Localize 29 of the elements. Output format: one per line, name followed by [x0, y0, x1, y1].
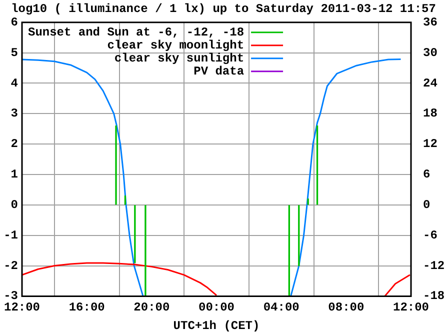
legend-label: PV data	[194, 64, 244, 78]
y-tick-label: 0	[10, 198, 18, 212]
y-tick-label: 6	[10, 15, 18, 30]
y2-tick-label: -6	[423, 228, 438, 242]
y2-tick-label: 18	[423, 106, 438, 121]
y-tick-label: 4	[10, 76, 18, 90]
y-tick-label: 3	[10, 106, 18, 121]
y-tick-label: -1	[4, 228, 18, 242]
y2-tick-label: 6	[423, 168, 430, 182]
x-tick-label: 08:00	[328, 300, 364, 314]
y-tick-label: 1	[10, 168, 18, 182]
legend-label: clear sky moonlight	[107, 38, 244, 52]
y2-tick-label: 12	[423, 137, 438, 152]
y2-tick-label: 24	[423, 76, 438, 90]
y-tick-label: -2	[4, 258, 18, 273]
legend-label: Sunset and Sun at -6, -12, -18	[28, 25, 244, 40]
y2-tick-label: -12	[423, 258, 445, 273]
y-tick-label: 2	[10, 137, 18, 152]
y-tick-label: 5	[10, 46, 18, 60]
x-tick-label: 00:00	[198, 300, 235, 314]
y2-tick-label: 30	[423, 46, 438, 60]
x-tick-label: 20:00	[134, 300, 170, 314]
x-tick-label: 04:00	[263, 300, 300, 314]
y2-tick-label: 0	[423, 198, 430, 212]
chart-title: log10 ( illuminance / 1 lx) up to Saturday 2011-03-12 11:57	[11, 2, 436, 16]
y2-tick-label: 36	[423, 15, 438, 30]
x-tick-label: 16:00	[68, 300, 105, 314]
legend-label: clear sky sunlight	[114, 51, 244, 66]
x-axis-title: UTC+1h (CET)	[173, 318, 260, 333]
